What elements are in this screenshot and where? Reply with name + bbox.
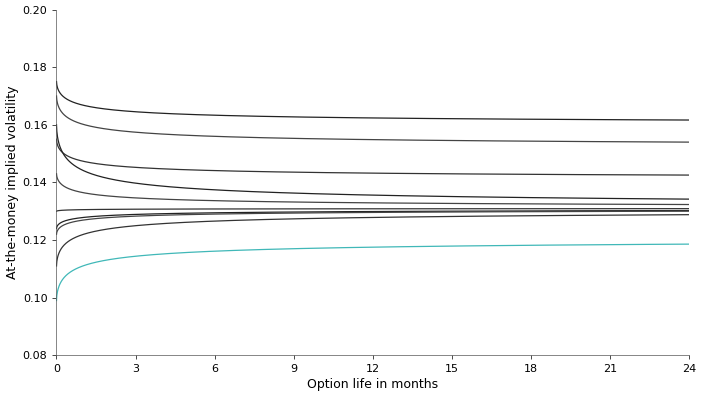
Y-axis label: At-the-money implied volatility: At-the-money implied volatility (6, 86, 18, 279)
X-axis label: Option life in months: Option life in months (307, 378, 439, 391)
